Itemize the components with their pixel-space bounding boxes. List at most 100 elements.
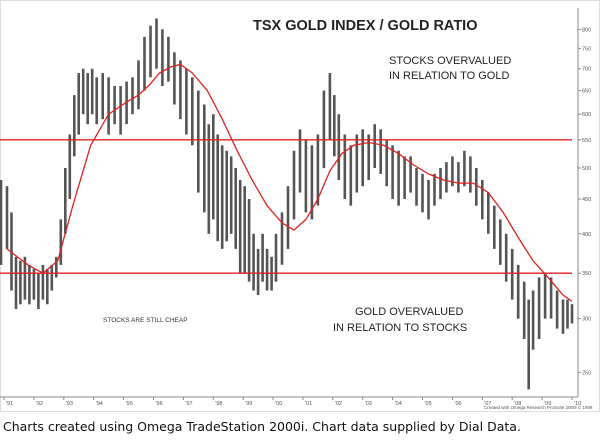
y-tick-label-700: 700	[582, 67, 591, 73]
price-bar-16	[73, 95, 76, 157]
price-bar-53	[265, 248, 269, 291]
price-bar-15	[68, 134, 72, 199]
price-bar-84	[445, 162, 448, 193]
price-bar-9	[41, 264, 45, 300]
moving-average-line	[6, 63, 573, 302]
price-bar-93	[499, 219, 502, 265]
price-bar-3	[14, 256, 18, 309]
x-tick-label-8: '99	[245, 401, 252, 407]
y-tick-label-450: 450	[582, 197, 591, 203]
price-bar-17	[77, 73, 80, 135]
y-tick-label-550: 550	[582, 138, 591, 144]
price-bar-22	[101, 73, 104, 120]
price-bar-65	[333, 95, 336, 157]
price-bar-45	[229, 156, 233, 234]
price-bar-98	[527, 299, 530, 390]
price-bar-104	[561, 299, 565, 334]
price-bar-85	[451, 156, 454, 187]
price-bar-57	[286, 186, 290, 249]
x-tick-label-5: '96	[156, 401, 163, 407]
price-bar-10	[46, 269, 49, 305]
y-tick-label-250: 250	[582, 370, 591, 376]
price-bar-83	[439, 168, 442, 200]
x-tick-label-9: '00	[275, 401, 282, 407]
price-bar-21	[95, 77, 98, 125]
price-bar-89	[475, 168, 478, 206]
price-bar-39	[203, 104, 206, 213]
price-bar-13	[59, 219, 63, 265]
price-bar-78	[409, 156, 412, 193]
price-bar-5	[23, 256, 27, 300]
chart-background	[0, 0, 600, 412]
price-bar-47	[238, 180, 242, 274]
y-tick-label-400: 400	[582, 232, 591, 238]
annotation-cheap: STOCKS ARE STILL CHEAP	[103, 317, 188, 324]
price-bar-81	[427, 180, 430, 220]
price-bar-56	[280, 212, 284, 265]
price-bar-61	[310, 145, 314, 220]
price-bar-14	[64, 168, 67, 234]
price-bar-91	[487, 192, 490, 234]
x-tick-label-0: '91	[6, 401, 13, 407]
chart-frame: 250 300 350 400 450 500 550 600 650 700 750 800 '91…	[0, 0, 600, 412]
price-bar-75	[391, 145, 394, 200]
price-bar-0	[0, 180, 3, 265]
x-tick-label-1: '92	[36, 401, 43, 407]
price-bar-67	[343, 134, 347, 199]
y-tick-label-600: 600	[582, 112, 591, 118]
price-bar-32	[161, 29, 164, 86]
x-axis: '91 '92 '93 '94 '95 '96 '97 '98 '99 '00 '01 '02 '03 '…	[0, 396, 581, 407]
price-bar-35	[179, 60, 182, 120]
price-bar-95	[510, 248, 514, 300]
caption: Charts created using Omega TradeStation …	[3, 419, 521, 434]
reference-lines-layer	[0, 139, 572, 274]
price-bar-105	[566, 299, 569, 329]
price-bar-87	[463, 150, 466, 187]
moving-average-layer	[6, 63, 573, 302]
y-tick-label-650: 650	[582, 89, 591, 95]
price-bar-27	[131, 77, 134, 115]
price-bar-101	[543, 273, 547, 319]
x-tick-label-17: '08	[514, 401, 521, 407]
price-bar-82	[433, 173, 436, 206]
price-bar-49	[247, 199, 251, 282]
price-bar-59	[298, 129, 302, 193]
price-bar-77	[403, 156, 406, 199]
price-bar-80	[421, 173, 424, 213]
price-bar-40	[207, 124, 211, 234]
annotation-lower-line-1: GOLD OVERVALUED	[355, 306, 463, 318]
price-bar-96	[516, 264, 520, 319]
price-bar-43	[220, 145, 224, 249]
y-tick-label-800: 800	[582, 27, 591, 33]
price-bar-100	[537, 277, 541, 339]
x-tick-label-15: '06	[454, 401, 461, 407]
x-tick-label-14: '05	[425, 401, 432, 407]
price-bar-62	[316, 134, 320, 206]
price-bar-72	[373, 124, 376, 168]
price-bar-31	[155, 18, 158, 69]
price-bar-12	[55, 256, 58, 278]
x-tick-label-10: '01	[305, 401, 312, 407]
x-tick-label-2: '93	[66, 401, 73, 407]
price-bar-18	[81, 68, 85, 115]
price-bar-86	[457, 162, 460, 193]
price-bar-66	[337, 114, 341, 180]
price-bar-50	[252, 233, 255, 291]
price-bar-90	[481, 180, 484, 220]
price-bar-76	[397, 150, 400, 206]
price-bar-11	[50, 264, 54, 291]
price-bar-38	[197, 90, 200, 193]
x-tick-label-4: '95	[126, 401, 133, 407]
price-bar-73	[379, 129, 382, 174]
price-bar-88	[469, 156, 472, 193]
x-tick-label-13: '04	[395, 401, 402, 407]
price-bar-1	[5, 186, 9, 249]
x-tick-label-6: '97	[185, 401, 192, 407]
price-bar-103	[555, 290, 559, 329]
price-bar-92	[493, 205, 496, 249]
bars-layer	[0, 18, 574, 390]
price-bar-71	[367, 134, 370, 180]
price-bar-23	[107, 77, 110, 135]
annotation-upper-line-2: IN RELATION TO GOLD	[389, 70, 509, 82]
price-bar-63	[322, 90, 326, 168]
